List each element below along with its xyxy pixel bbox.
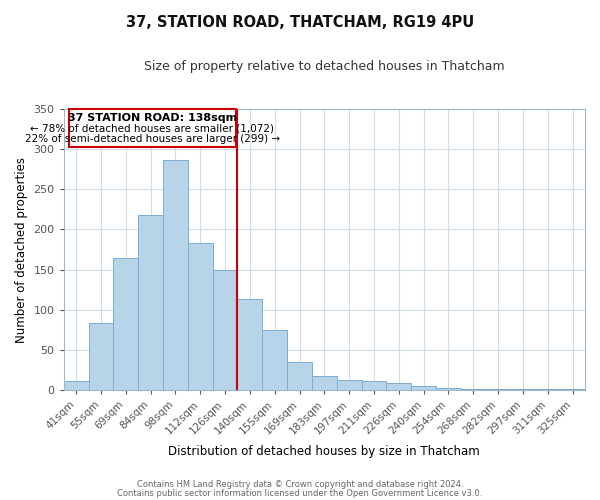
- Text: 37 STATION ROAD: 138sqm: 37 STATION ROAD: 138sqm: [68, 113, 237, 123]
- Bar: [262, 330, 287, 390]
- Bar: [312, 376, 337, 390]
- Title: Size of property relative to detached houses in Thatcham: Size of property relative to detached ho…: [144, 60, 505, 73]
- FancyBboxPatch shape: [68, 109, 236, 148]
- Bar: [64, 380, 89, 390]
- X-axis label: Distribution of detached houses by size in Thatcham: Distribution of detached houses by size …: [169, 444, 480, 458]
- Text: Contains public sector information licensed under the Open Government Licence v3: Contains public sector information licen…: [118, 488, 482, 498]
- Bar: [212, 270, 238, 390]
- Text: 37, STATION ROAD, THATCHAM, RG19 4PU: 37, STATION ROAD, THATCHAM, RG19 4PU: [126, 15, 474, 30]
- Text: Contains HM Land Registry data © Crown copyright and database right 2024.: Contains HM Land Registry data © Crown c…: [137, 480, 463, 489]
- Bar: [362, 380, 386, 390]
- Bar: [89, 322, 113, 390]
- Text: ← 78% of detached houses are smaller (1,072): ← 78% of detached houses are smaller (1,…: [31, 124, 274, 134]
- Y-axis label: Number of detached properties: Number of detached properties: [15, 156, 28, 342]
- Bar: [188, 243, 212, 390]
- Bar: [238, 298, 262, 390]
- Bar: [138, 215, 163, 390]
- Bar: [287, 362, 312, 390]
- Bar: [163, 160, 188, 390]
- Text: 22% of semi-detached houses are larger (299) →: 22% of semi-detached houses are larger (…: [25, 134, 280, 144]
- Bar: [411, 386, 436, 390]
- Bar: [386, 383, 411, 390]
- Bar: [436, 388, 461, 390]
- Bar: [337, 380, 362, 390]
- Bar: [113, 258, 138, 390]
